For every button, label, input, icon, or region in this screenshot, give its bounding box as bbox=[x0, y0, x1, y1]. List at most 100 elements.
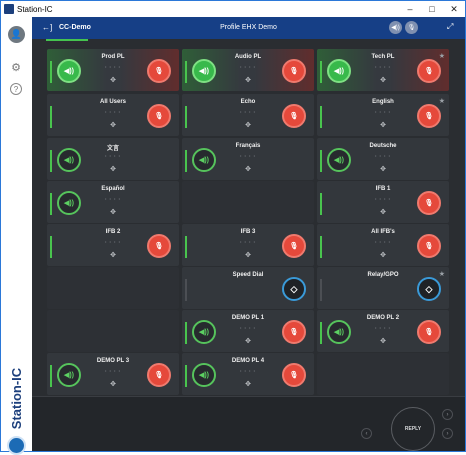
level-meter bbox=[185, 236, 187, 258]
control-button[interactable]: ◇ bbox=[282, 277, 306, 301]
compass-icon[interactable]: ✥ bbox=[380, 166, 386, 173]
compass-icon[interactable]: ✥ bbox=[110, 77, 116, 84]
talk-button[interactable]: 🎙 bbox=[282, 363, 306, 387]
talk-button[interactable]: 🎙 bbox=[282, 59, 306, 83]
mic-icon[interactable]: 🎙 bbox=[405, 21, 418, 34]
listen-button[interactable]: ◀)) bbox=[57, 59, 81, 83]
compass-icon[interactable]: ✥ bbox=[110, 166, 116, 173]
status-dots: • • • • bbox=[375, 239, 391, 244]
listen-button[interactable]: ◀)) bbox=[327, 320, 351, 344]
talk-button[interactable]: 🎙 bbox=[147, 363, 171, 387]
reply-button[interactable]: REPLY bbox=[391, 407, 435, 451]
talk-button[interactable]: 🎙 bbox=[417, 320, 441, 344]
channel-name: Français bbox=[235, 143, 261, 149]
chevron-up-icon[interactable]: › bbox=[442, 409, 453, 420]
level-meter bbox=[320, 61, 322, 83]
compass-icon[interactable]: ✥ bbox=[110, 209, 116, 216]
window-title: Station-IC bbox=[17, 4, 53, 14]
gear-icon[interactable]: ⚙ bbox=[11, 61, 21, 74]
help-icon[interactable]: ? bbox=[10, 83, 22, 95]
compass-icon[interactable]: ✥ bbox=[110, 381, 116, 388]
talk-button[interactable]: 🎙 bbox=[282, 104, 306, 128]
compass-icon[interactable]: ✥ bbox=[245, 252, 251, 259]
compass-icon[interactable]: ✥ bbox=[245, 338, 251, 345]
chevron-right-icon[interactable]: › bbox=[442, 428, 453, 439]
user-icon[interactable]: 👤 bbox=[8, 26, 25, 43]
listen-button[interactable]: ◀)) bbox=[57, 148, 81, 172]
channel-panel[interactable]: Español • • • • ✥ ◀)) bbox=[47, 181, 179, 223]
listen-button[interactable]: ◀)) bbox=[192, 320, 216, 344]
status-dots: • • • • bbox=[375, 109, 391, 114]
channel-panel[interactable]: English • • • • ✥ 🎙 ★ bbox=[317, 94, 449, 136]
channel-name: Tech PL bbox=[371, 54, 395, 60]
talk-button[interactable]: 🎙 bbox=[417, 59, 441, 83]
star-icon[interactable]: ★ bbox=[438, 53, 445, 60]
channel-panel[interactable]: Relay/GPO ◇ ★ bbox=[317, 267, 449, 309]
talk-button[interactable]: 🎙 bbox=[147, 104, 171, 128]
compass-icon[interactable]: ✥ bbox=[380, 122, 386, 129]
compass-icon[interactable]: ✥ bbox=[380, 338, 386, 345]
channel-panel[interactable]: Audio PL • • • • ✥ ◀)) 🎙 bbox=[182, 49, 314, 91]
compass-icon[interactable]: ✥ bbox=[380, 209, 386, 216]
expand-icon[interactable]: ⤢ bbox=[447, 22, 454, 31]
channel-panel[interactable]: IFB 2 • • • • ✥ 🎙 bbox=[47, 224, 179, 266]
talk-button[interactable]: 🎙 bbox=[282, 320, 306, 344]
star-icon[interactable]: ★ bbox=[438, 271, 445, 278]
channel-panel[interactable]: DEMO PL 1 • • • • ✥ ◀)) 🎙 bbox=[182, 310, 314, 352]
channel-panel[interactable]: DEMO PL 4 • • • • ✥ ◀)) 🎙 bbox=[182, 353, 314, 395]
back-icon[interactable]: ←] bbox=[42, 23, 53, 32]
channel-panel[interactable]: Echo • • • • ✥ 🎙 bbox=[182, 94, 314, 136]
level-meter bbox=[320, 322, 322, 344]
compass-icon[interactable]: ✥ bbox=[245, 381, 251, 388]
channel-panel[interactable]: IFB 3 • • • • ✥ 🎙 bbox=[182, 224, 314, 266]
channel-panel[interactable]: IFB 1 • • • • ✥ 🎙 bbox=[317, 181, 449, 223]
channel-panel[interactable]: DEMO PL 3 • • • • ✥ ◀)) 🎙 bbox=[47, 353, 179, 395]
channel-panel[interactable]: Français • • • • ✥ ◀)) bbox=[182, 138, 314, 180]
talk-button[interactable]: 🎙 bbox=[147, 59, 171, 83]
title-bar: Station-IC – □ ✕ bbox=[1, 1, 465, 17]
compass-icon[interactable]: ✥ bbox=[245, 77, 251, 84]
channel-panel[interactable]: All IFB's • • • • ✥ 🎙 bbox=[317, 224, 449, 266]
level-meter bbox=[185, 279, 187, 301]
chevron-left-icon[interactable]: ‹ bbox=[361, 428, 372, 439]
level-meter bbox=[320, 106, 322, 128]
status-dots: • • • • bbox=[240, 64, 256, 69]
control-button[interactable]: ◇ bbox=[417, 277, 441, 301]
listen-button[interactable]: ◀)) bbox=[57, 191, 81, 215]
talk-button[interactable]: 🎙 bbox=[417, 234, 441, 258]
compass-icon[interactable]: ✥ bbox=[245, 122, 251, 129]
channel-panel[interactable]: 文言 • • • • ✥ ◀)) bbox=[47, 138, 179, 180]
listen-button[interactable]: ◀)) bbox=[192, 363, 216, 387]
compass-icon[interactable]: ✥ bbox=[380, 252, 386, 259]
status-dots: • • • • bbox=[105, 64, 121, 69]
talk-button[interactable]: 🎙 bbox=[417, 104, 441, 128]
volume-icon[interactable]: ◀)) bbox=[389, 21, 402, 34]
listen-button[interactable]: ◀)) bbox=[327, 59, 351, 83]
star-icon[interactable]: ★ bbox=[438, 98, 445, 105]
listen-button[interactable]: ◀)) bbox=[192, 59, 216, 83]
listen-button[interactable]: ◀)) bbox=[57, 363, 81, 387]
talk-button[interactable]: 🎙 bbox=[282, 234, 306, 258]
listen-button[interactable]: ◀)) bbox=[327, 148, 351, 172]
minimize-button[interactable]: – bbox=[407, 4, 413, 14]
listen-button[interactable]: ◀)) bbox=[192, 148, 216, 172]
talk-button[interactable]: 🎙 bbox=[147, 234, 171, 258]
channel-panel[interactable]: Deutsche • • • • ✥ ◀)) bbox=[317, 138, 449, 180]
channel-name: DEMO PL 1 bbox=[231, 315, 265, 321]
channel-panel[interactable]: DEMO PL 2 • • • • ✥ ◀)) 🎙 bbox=[317, 310, 449, 352]
compass-icon[interactable]: ✥ bbox=[110, 122, 116, 129]
maximize-button[interactable]: □ bbox=[429, 4, 435, 14]
compass-icon[interactable]: ✥ bbox=[245, 166, 251, 173]
close-button[interactable]: ✕ bbox=[450, 3, 458, 14]
channel-panel[interactable]: All Users • • • • ✥ 🎙 bbox=[47, 94, 179, 136]
channel-panel[interactable]: Prod PL • • • • ✥ ◀)) 🎙 bbox=[47, 49, 179, 91]
channel-panel[interactable]: Tech PL • • • • ✥ ◀)) 🎙 ★ bbox=[317, 49, 449, 91]
compass-icon[interactable]: ✥ bbox=[110, 252, 116, 259]
channel-panel[interactable]: Speed Dial ◇ bbox=[182, 267, 314, 309]
level-meter bbox=[50, 193, 52, 215]
status-dots: • • • • bbox=[240, 239, 256, 244]
talk-button[interactable]: 🎙 bbox=[417, 191, 441, 215]
level-meter bbox=[185, 322, 187, 344]
compass-icon[interactable]: ✥ bbox=[380, 77, 386, 84]
